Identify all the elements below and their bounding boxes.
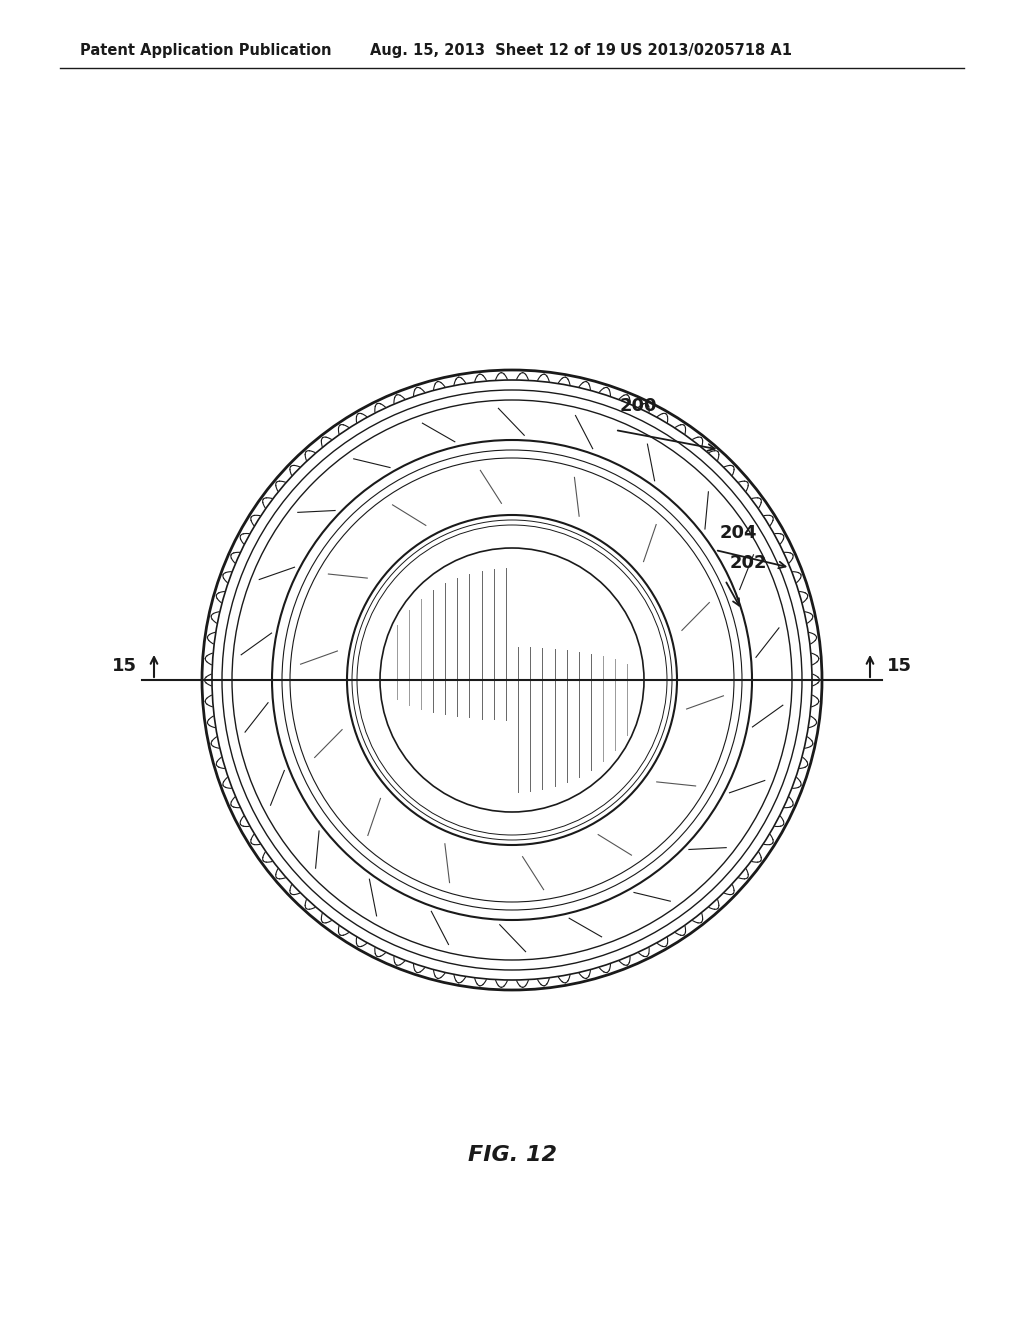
Text: 15: 15 [887, 657, 912, 675]
Text: FIG. 12: FIG. 12 [468, 1144, 556, 1166]
Text: Aug. 15, 2013  Sheet 12 of 19: Aug. 15, 2013 Sheet 12 of 19 [370, 42, 615, 58]
Text: Patent Application Publication: Patent Application Publication [80, 42, 332, 58]
Text: 204: 204 [720, 524, 758, 543]
Text: 15: 15 [112, 657, 137, 675]
Text: 200: 200 [620, 397, 657, 414]
Text: 202: 202 [730, 554, 768, 572]
Text: US 2013/0205718 A1: US 2013/0205718 A1 [620, 42, 792, 58]
